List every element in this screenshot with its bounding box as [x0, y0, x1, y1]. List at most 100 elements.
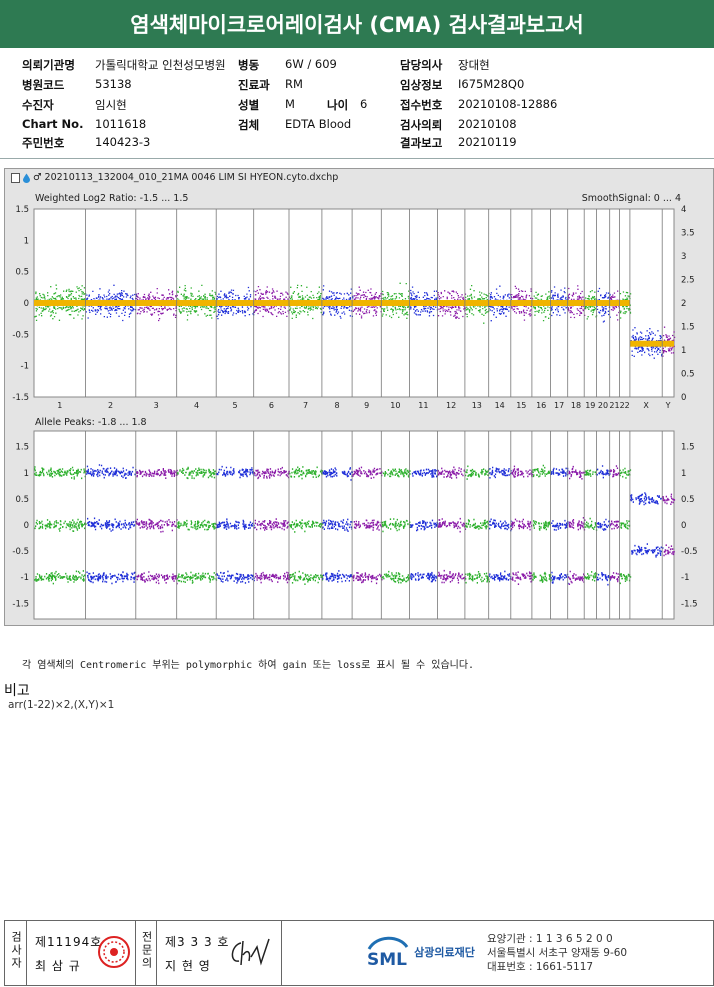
value-ward: 6W / 609: [285, 57, 337, 71]
smooth-signal-chr18: [567, 300, 585, 306]
smooth-signal-chr2: [85, 300, 136, 306]
log2-ratio-tick: -1.5: [12, 393, 29, 403]
log2-ratio-tick: 1.5: [15, 205, 29, 215]
smooth-signal-chr10: [381, 300, 410, 306]
checker-label: 검사자: [5, 921, 27, 985]
allele-peaks-tick-right: 1.5: [681, 443, 695, 453]
allele-peaks-tick-right: -0.5: [681, 547, 698, 557]
smooth-signal-chr11: [409, 300, 438, 306]
org-name: 삼광의료재단: [414, 946, 475, 959]
value-sex: M: [285, 97, 295, 111]
org-contact: 요양기관 : 1 1 3 6 5 2 0 0 서울특별시 서초구 양재동 9-6…: [487, 932, 627, 974]
plot-header: ♂ 20210113_132004_010_21MA 0046 LIM SI H…: [5, 169, 713, 187]
chromosome-label: Y: [665, 401, 671, 410]
specialist-signature-icon: [231, 938, 270, 966]
smooth-signal-chr20: [596, 300, 610, 306]
svg-text:SML: SML: [367, 950, 407, 969]
chromosome-label: 3: [154, 401, 159, 410]
allele-peaks-tick-right: -1.5: [681, 599, 698, 609]
allele-peak-points-chr1: [34, 466, 87, 585]
chromosome-label: 2: [108, 401, 113, 410]
smooth-signal-chr13: [464, 300, 489, 306]
allele-peak-points-chr4: [176, 466, 218, 584]
checker-license-no: 제11194호: [35, 935, 103, 949]
allele-peak-points-chr3: [135, 468, 178, 585]
chromosome-label: 21: [609, 401, 619, 410]
plot-filename: 20210113_132004_010_21MA 0046 LIM SI HYE…: [44, 172, 339, 183]
allele-peaks-tick: 0: [24, 521, 29, 531]
value-doctor: 장대현: [458, 58, 490, 72]
smooth-signal-chr1: [34, 300, 86, 306]
value-resident-no: 140423-3: [95, 135, 151, 149]
remarks-karyotype: arr(1-22)×2,(X,Y)×1: [8, 699, 115, 711]
report-title: 염색체마이크로어레이검사 (CMA) 검사결과보고서: [130, 13, 584, 37]
checker-name: 최 삼 규: [35, 959, 81, 973]
smooth-signal-chr5: [216, 300, 254, 306]
value-receipt-no: 20210108-12886: [458, 97, 558, 111]
patient-info: 의뢰기관명 가톨릭대학교 인천성모병원 병원코드 53138 수진자 임시현 C…: [0, 50, 714, 159]
allele-peak-points-chr2: [86, 464, 137, 585]
chromosome-label: 6: [269, 401, 274, 410]
sml-logo-icon: SML: [367, 936, 409, 970]
allele-peaks-tick: -0.5: [12, 547, 29, 557]
chromosome-label: 17: [554, 401, 564, 410]
chromosome-label: 13: [472, 401, 482, 410]
allele-peaks-tick: 1.5: [15, 443, 29, 453]
log2-ratio-label: Weighted Log2 Ratio: -1.5 ... 1.5: [35, 193, 188, 204]
allele-peak-points-chrX: [630, 492, 664, 558]
smooth-signal-chr12: [437, 300, 465, 306]
smooth-signal-chrY: [662, 340, 674, 347]
value-request-date: 20210108: [458, 117, 517, 131]
value-hospital-code: 53138: [95, 77, 132, 91]
chromosome-label: 16: [536, 401, 546, 410]
chromosome-label: 8: [334, 401, 339, 410]
chromosome-label: 4: [194, 401, 199, 410]
label-specimen: 검체: [238, 118, 260, 132]
smooth-signal-chr8: [321, 300, 353, 306]
chromosome-label: 22: [620, 401, 630, 410]
label-request-date: 검사의뢰: [400, 118, 443, 132]
smooth-signal-chr19: [584, 300, 597, 306]
allele-peak-points-chr16: [532, 464, 552, 583]
smooth-signal-tick: 0: [681, 393, 686, 403]
allele-peak-points-chr10: [381, 468, 411, 584]
chromosome-label: 5: [232, 401, 237, 410]
allele-peak-points-chr5: [216, 465, 255, 584]
label-chart-no: Chart No.: [22, 117, 84, 131]
log2-ratio-tick: -1: [21, 362, 29, 372]
smooth-signal-tick: 4: [681, 205, 686, 215]
log2-ratio-tick: 0: [24, 299, 29, 309]
chromosome-label: X: [643, 401, 649, 410]
allele-peak-points-chr7: [289, 466, 324, 585]
contact-line: 요양기관 : 1 1 3 6 5 2 0 0: [487, 933, 613, 945]
value-institution: 가톨릭대학교 인천성모병원: [95, 58, 226, 72]
allele-peak-points-chr8: [322, 467, 353, 583]
smooth-signal-chr21: [609, 300, 620, 306]
label-clinical-info: 임상정보: [400, 78, 443, 92]
smooth-signal-chr14: [488, 300, 511, 306]
value-patient: 임시현: [95, 98, 127, 112]
allele-peak-points-chr18: [568, 465, 586, 585]
smooth-signal-tick: 1: [681, 346, 686, 356]
allele-peaks-tick-right: 1: [681, 469, 686, 479]
chromosome-label: 9: [364, 401, 369, 410]
checker-seal-icon: [98, 936, 130, 968]
label-patient: 수진자: [22, 98, 54, 112]
signature-box: 검사자 제11194호 최 삼 규 전문의 제3 3 3 호 지 현 영: [5, 921, 282, 985]
label-doctor: 담당의사: [400, 58, 443, 72]
value-chart-no: 1011618: [95, 117, 147, 131]
allele-peak-points-chrY: [662, 493, 676, 557]
allele-peaks-tick-right: 0.5: [681, 495, 695, 505]
value-clinical-info: I675M28Q0: [458, 77, 525, 91]
chromosome-label: 18: [571, 401, 581, 410]
smooth-signal-chr15: [510, 300, 532, 306]
contact-line: 대표번호 : 1661-5117: [487, 961, 594, 973]
chromosome-label: 10: [390, 401, 400, 410]
smooth-signal-chr7: [289, 300, 322, 306]
smooth-signal-chr22: [619, 300, 630, 306]
allele-peaks-tick: 1: [24, 469, 29, 479]
report-title-bar: 염색체마이크로어레이검사 (CMA) 검사결과보고서: [0, 0, 714, 48]
value-age: 6: [360, 97, 368, 111]
smooth-signal-chr6: [253, 300, 290, 306]
value-department: RM: [285, 77, 303, 91]
